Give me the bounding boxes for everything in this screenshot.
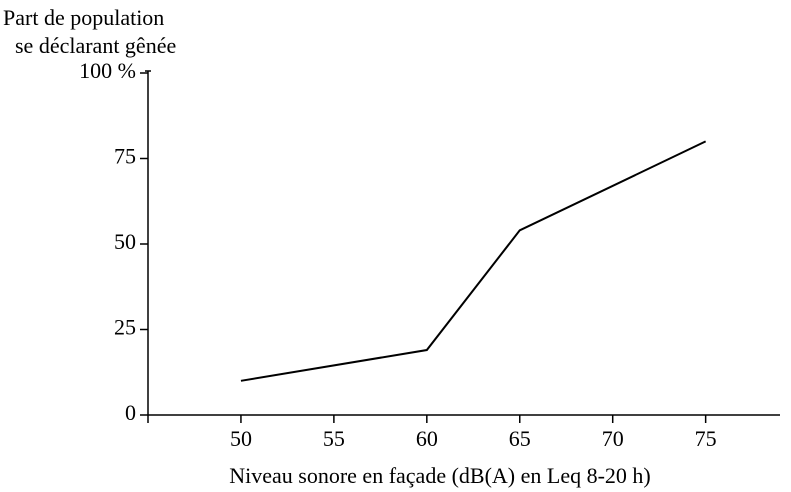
x-tick-label: 50 (230, 426, 252, 451)
y-tick-label: 0 (125, 400, 136, 425)
y-axis-label: Part de population (3, 5, 164, 30)
y-axis-label: se déclarant gênée (15, 33, 176, 58)
x-tick-label: 75 (695, 426, 717, 451)
y-tick-label: 50 (114, 229, 136, 254)
x-tick-label: 65 (509, 426, 531, 451)
y-tick-label: 100 % (79, 58, 136, 83)
y-tick-label: 25 (114, 315, 136, 340)
x-tick-label: 70 (602, 426, 624, 451)
x-tick-label: 55 (323, 426, 345, 451)
data-line (240, 140, 707, 382)
x-axis-label: Niveau sonore en façade (dB(A) en Leq 8-… (229, 463, 651, 488)
y-tick-label: 75 (114, 144, 136, 169)
x-tick-label: 60 (416, 426, 438, 451)
